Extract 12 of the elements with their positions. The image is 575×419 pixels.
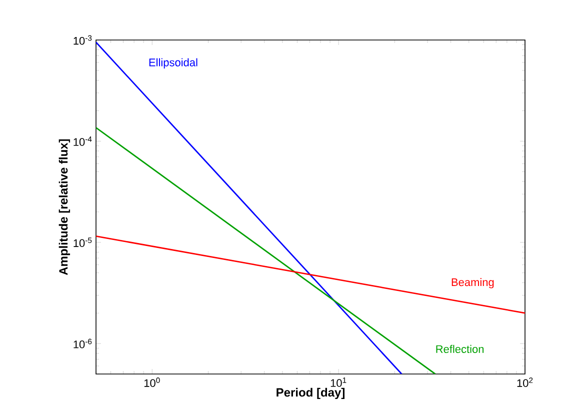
series-label: Ellipsoidal bbox=[149, 58, 198, 68]
y-tick-label: 10$^{-4}$ bbox=[74, 136, 92, 146]
y-axis-title: Amplitude [relative flux] bbox=[58, 139, 70, 276]
y-tick-label: 10$^{-5}$ bbox=[74, 238, 92, 248]
x-tick-label: 10$^{1}$ bbox=[330, 378, 346, 387]
series-label: Beaming bbox=[452, 278, 494, 288]
x-axis-title: Period [day] bbox=[276, 388, 344, 400]
y-tick-label: 10$^{-3}$ bbox=[74, 35, 92, 45]
x-tick-label: 10$^{2}$ bbox=[517, 378, 533, 387]
x-tick-label: 10$^{0}$ bbox=[144, 378, 160, 387]
y-tick-label: 10$^{-6}$ bbox=[74, 338, 92, 348]
series-label: Reflection bbox=[436, 344, 484, 353]
